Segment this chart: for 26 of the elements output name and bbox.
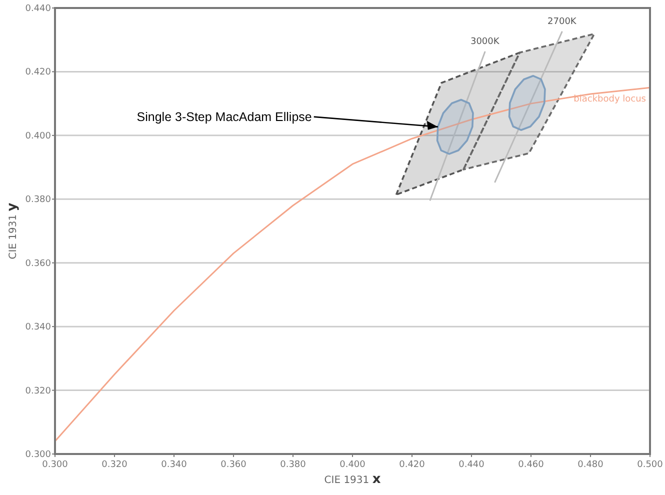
x-tick-label: 0.500 — [637, 460, 664, 470]
y-tick-label: 0.360 — [25, 258, 52, 269]
x-axis-title: CIE 1931 x — [324, 472, 382, 487]
series-label: 2700K — [548, 16, 578, 27]
x-tick-label: 0.400 — [340, 460, 366, 470]
x-tick-label: 0.380 — [280, 460, 306, 470]
y-tick-label: 0.340 — [25, 322, 52, 333]
x-tick-label: 0.300 — [42, 460, 68, 470]
x-tick-label: 0.420 — [399, 460, 426, 470]
series-label: blackbody locus — [574, 94, 646, 105]
annotation: Single 3-Step MacAdam Ellipse — [136, 110, 312, 124]
y-tick-label: 0.300 — [25, 450, 52, 460]
x-tick-label: 0.360 — [220, 460, 247, 470]
y-tick-label: 0.400 — [25, 131, 52, 142]
y-tick-label: 0.380 — [25, 195, 52, 206]
x-tick-label: 0.480 — [578, 460, 604, 470]
x-tick-label: 0.460 — [518, 460, 544, 470]
series-label: 3000K — [470, 36, 500, 47]
y-tick-label: 0.440 — [25, 4, 52, 14]
line-series — [54, 86, 651, 442]
y-axis-title: CIE 1931 y — [5, 202, 20, 260]
y-tick-label: 0.320 — [25, 386, 52, 396]
y-tick-label: 0.420 — [25, 68, 52, 78]
x-tick-label: 0.320 — [102, 460, 128, 470]
x-tick-label: 0.440 — [458, 460, 485, 470]
x-tick-label: 0.340 — [161, 460, 188, 470]
